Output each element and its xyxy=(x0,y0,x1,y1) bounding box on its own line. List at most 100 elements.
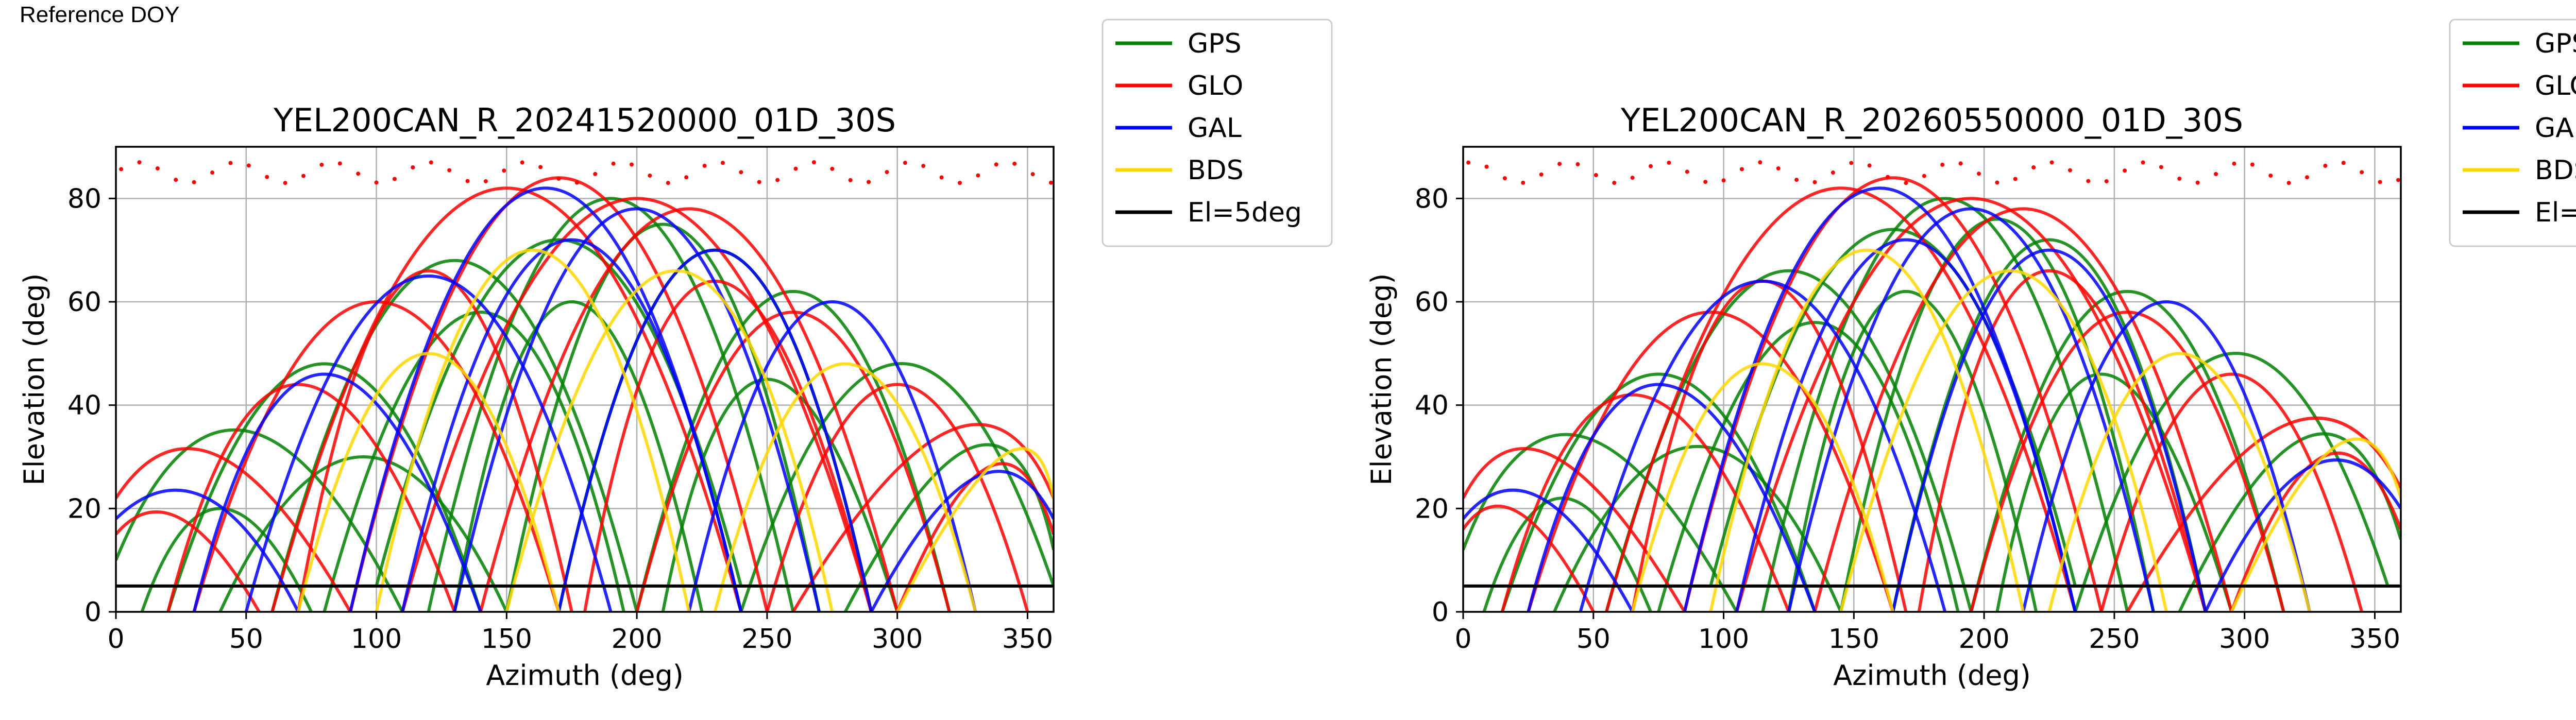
glo-dot xyxy=(301,174,306,178)
glo-dot xyxy=(1649,164,1653,168)
satellite-track-gal xyxy=(244,274,613,612)
y-tick-label: 80 xyxy=(67,183,101,214)
satellite-track-gal xyxy=(870,470,1054,612)
x-tick-label: 0 xyxy=(1454,624,1471,655)
reference-doy-label: Reference DOY xyxy=(20,2,180,27)
series-gps xyxy=(116,197,1054,612)
glo-dot xyxy=(921,164,926,168)
y-tick-label: 40 xyxy=(1415,390,1449,421)
glo-high-elev-points xyxy=(119,160,1053,185)
x-tick-label: 50 xyxy=(229,624,263,655)
glo-dot xyxy=(119,167,124,172)
glo-dot xyxy=(666,181,670,185)
glo-dot xyxy=(2195,180,2200,185)
satellite-track-gal xyxy=(116,488,300,612)
satellite-track-gps xyxy=(116,428,404,612)
satellite-track-bds xyxy=(713,362,977,612)
series-gal xyxy=(1463,186,2401,612)
satellite-track-gps xyxy=(140,507,313,612)
glo-dot xyxy=(2396,178,2400,182)
glo-dot xyxy=(848,178,853,182)
glo-dot xyxy=(720,161,725,165)
glo-dot xyxy=(2286,181,2291,185)
glo-dot xyxy=(611,161,616,166)
glo-dot xyxy=(2031,165,2036,170)
x-tick-label: 100 xyxy=(1698,624,1749,655)
y-tick-label: 20 xyxy=(1415,493,1449,524)
glo-dot xyxy=(648,173,652,178)
satellite-track-gal xyxy=(1891,248,2207,612)
satellite-track-glo xyxy=(270,186,743,612)
glo-dot xyxy=(1557,162,1562,166)
glo-dot xyxy=(2177,176,2182,181)
glo-dot xyxy=(337,161,342,166)
legend-label: GLO xyxy=(1188,71,1243,101)
satellite-track-bds xyxy=(296,352,561,612)
glo-dot xyxy=(1958,161,1963,166)
glo-dot xyxy=(1721,178,1726,183)
chart-title: YEL200CAN_R_20241520000_01D_30S xyxy=(273,101,896,139)
glo-dot xyxy=(2141,160,2145,165)
glo-dot xyxy=(1812,180,1817,184)
satellite-track-gps xyxy=(1553,444,1842,612)
glo-dot xyxy=(793,166,798,171)
glo-dot xyxy=(374,180,379,185)
glo-dot xyxy=(2013,177,2018,181)
glo-dot xyxy=(1030,172,1035,177)
legend-box xyxy=(1101,19,1333,247)
satellite-track-glo xyxy=(1813,207,2233,612)
axes-frame xyxy=(115,146,1055,613)
satellite-track-gps xyxy=(270,259,639,612)
glo-dot xyxy=(1922,174,1926,178)
glo-dot xyxy=(392,177,397,181)
x-tick-label: 250 xyxy=(741,624,792,655)
legend-label: GPS xyxy=(1188,28,1242,59)
satellite-track-glo xyxy=(2099,372,2364,612)
glo-dot xyxy=(2049,160,2054,165)
glo-dot xyxy=(1886,175,1890,179)
satellite-track-gps xyxy=(505,222,821,612)
glo-dot xyxy=(265,175,269,179)
glo-high-elev-points xyxy=(1466,160,2400,185)
glo-dot xyxy=(1739,167,1744,172)
glo-dot xyxy=(1794,178,1799,182)
satellite-track-glo xyxy=(1500,393,1790,612)
x-axis-label: Azimuth (deg) xyxy=(486,659,684,692)
satellite-track-gal xyxy=(401,238,743,612)
satellite-track-gal xyxy=(687,300,977,612)
glo-dot xyxy=(2232,161,2236,166)
x-tick-label: 350 xyxy=(2349,624,2400,655)
glo-dot xyxy=(1539,172,1544,177)
glo-dot xyxy=(885,170,889,175)
glo-dot xyxy=(2159,165,2163,169)
glo-dot xyxy=(2323,163,2328,168)
glo-dot xyxy=(246,163,251,168)
legend: GPS GLO GAL BDS El=5deg xyxy=(1101,19,1333,247)
glo-dot xyxy=(958,181,962,185)
chart-title: YEL200CAN_R_20260550000_01D_30S xyxy=(1620,101,2243,139)
satellite-track-gps xyxy=(1761,197,2129,612)
glo-dot xyxy=(1685,169,1689,174)
series-gal xyxy=(116,186,1054,612)
glo-dot xyxy=(2268,173,2273,178)
glo-dot xyxy=(1048,180,1053,185)
legend-label: El=5deg xyxy=(2535,197,2576,228)
glo-dot xyxy=(502,168,506,173)
satellite-track-glo xyxy=(766,383,1029,612)
glo-dot xyxy=(283,181,287,185)
satellite-track-gps xyxy=(635,289,951,612)
satellite-track-glo xyxy=(1683,176,2103,612)
glo-dot xyxy=(1904,181,1908,185)
glo-dot xyxy=(1940,162,1945,167)
glo-dot xyxy=(356,172,361,176)
satellite-track-gps xyxy=(1839,217,2155,612)
satellite-track-glo xyxy=(1605,186,2077,612)
glo-dot xyxy=(811,160,816,165)
glo-dot xyxy=(976,173,980,178)
x-tick-label: 200 xyxy=(611,624,662,655)
satellite-track-gal xyxy=(1735,238,2077,612)
x-tick-label: 0 xyxy=(107,624,124,655)
glo-dot xyxy=(538,165,543,169)
glo-dot xyxy=(411,165,415,170)
satellite-track-gps xyxy=(218,455,509,612)
